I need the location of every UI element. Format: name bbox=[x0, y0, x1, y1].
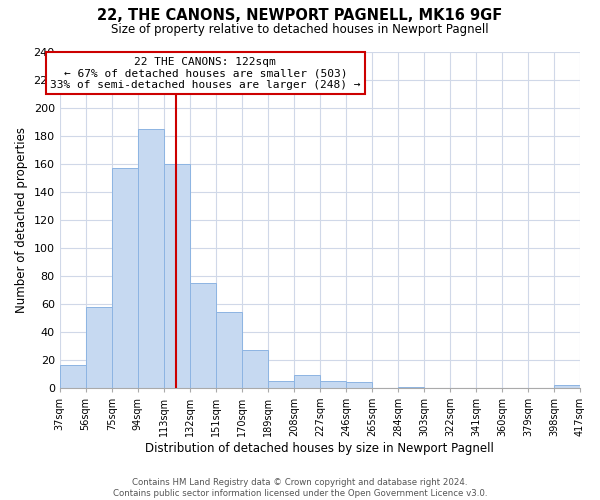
X-axis label: Distribution of detached houses by size in Newport Pagnell: Distribution of detached houses by size … bbox=[145, 442, 494, 455]
Bar bbox=[112, 168, 138, 388]
Bar bbox=[554, 385, 580, 388]
Y-axis label: Number of detached properties: Number of detached properties bbox=[15, 126, 28, 312]
Bar bbox=[59, 366, 86, 388]
Bar bbox=[242, 350, 268, 388]
Text: Contains HM Land Registry data © Crown copyright and database right 2024.
Contai: Contains HM Land Registry data © Crown c… bbox=[113, 478, 487, 498]
Bar bbox=[164, 164, 190, 388]
Text: 22, THE CANONS, NEWPORT PAGNELL, MK16 9GF: 22, THE CANONS, NEWPORT PAGNELL, MK16 9G… bbox=[97, 8, 503, 22]
Text: Size of property relative to detached houses in Newport Pagnell: Size of property relative to detached ho… bbox=[111, 22, 489, 36]
Text: 22 THE CANONS: 122sqm
← 67% of detached houses are smaller (503)
33% of semi-det: 22 THE CANONS: 122sqm ← 67% of detached … bbox=[50, 56, 361, 90]
Bar bbox=[190, 283, 216, 388]
Bar bbox=[86, 306, 112, 388]
Bar bbox=[216, 312, 242, 388]
Bar bbox=[294, 376, 320, 388]
Bar bbox=[346, 382, 372, 388]
Bar bbox=[268, 381, 294, 388]
Bar bbox=[320, 381, 346, 388]
Bar bbox=[138, 128, 164, 388]
Bar bbox=[398, 386, 424, 388]
